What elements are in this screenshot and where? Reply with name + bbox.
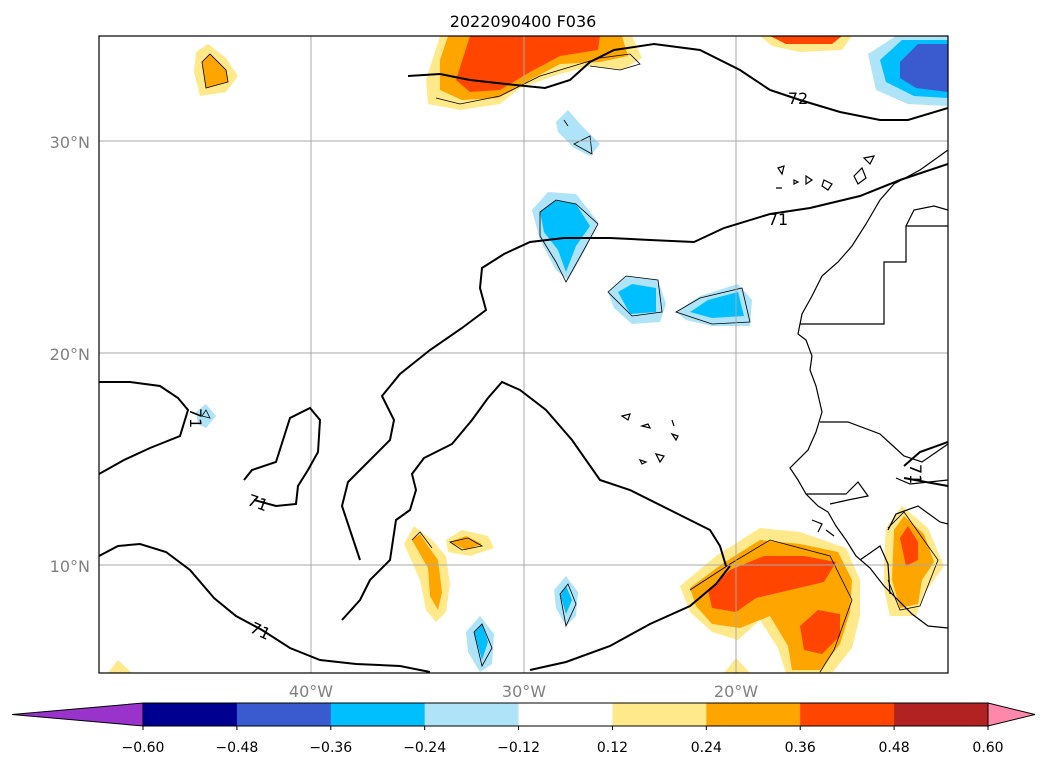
negative-anomaly-22n-b-core bbox=[690, 292, 744, 318]
colorbar-labels: −0.60 −0.48 −0.36 −0.24 −0.12 0.12 0.24 0.36 0.4… bbox=[122, 740, 1004, 756]
positive-anomaly-top-right-core bbox=[770, 36, 842, 44]
lon-label-40w: 40°W bbox=[289, 682, 333, 701]
colorbar-outline bbox=[142, 702, 989, 727]
colorbar-label: −0.12 bbox=[497, 740, 540, 756]
gridlines bbox=[99, 36, 948, 673]
africa-border-4 bbox=[806, 481, 870, 505]
isoline-71-main bbox=[340, 163, 948, 561]
colorbar-label: 0.24 bbox=[691, 740, 722, 756]
shading-outlines bbox=[201, 53, 939, 673]
positive-anomaly-bottom-mid bbox=[724, 658, 750, 673]
lat-label-10n: 10°N bbox=[50, 557, 90, 576]
isoline-71-east bbox=[903, 441, 948, 467]
map-panel: 72 71 71 71 71 71 30°N 20°N 10°N 40°W 30… bbox=[50, 35, 949, 701]
shaded-fields bbox=[108, 36, 948, 673]
colorbar-label: −0.48 bbox=[215, 740, 258, 756]
isolines bbox=[99, 42, 948, 673]
colorbar-label: −0.60 bbox=[122, 740, 165, 756]
lat-labels: 30°N 20°N 10°N bbox=[50, 133, 90, 576]
colorbar-box bbox=[143, 703, 238, 726]
isoline-71-east-2 bbox=[903, 477, 948, 487]
colorbar-extend-high bbox=[987, 702, 1036, 727]
contour-label-71-east: 71 bbox=[906, 464, 925, 484]
isoline-71-west bbox=[99, 381, 190, 475]
colorbar: −0.60 −0.48 −0.36 −0.24 −0.12 0.12 0.24 0.36 0.4… bbox=[11, 702, 1036, 756]
colorbar-label: 0.48 bbox=[879, 740, 910, 756]
contour-label-71-far-west: 71 bbox=[186, 408, 205, 428]
isoline-71-blob bbox=[243, 406, 322, 508]
positive-anomaly-32w-core bbox=[450, 536, 482, 550]
africa-guinea-coast bbox=[811, 519, 835, 537]
contour-label-72: 72 bbox=[788, 89, 808, 108]
lon-label-20w: 20°W bbox=[714, 682, 758, 701]
positive-anomaly-east-coast-core bbox=[900, 526, 918, 566]
negative-anomaly-22n-a-core bbox=[618, 284, 656, 314]
lat-label-20n: 20°N bbox=[50, 345, 90, 364]
colorbar-boxes bbox=[11, 702, 1036, 727]
africa-border-1 bbox=[800, 225, 948, 325]
colorbar-box bbox=[330, 703, 426, 726]
isoline-71-north bbox=[341, 380, 727, 621]
colorbar-box bbox=[518, 703, 613, 726]
negative-anomaly-top-right-core bbox=[900, 44, 948, 92]
isoline-71-south bbox=[99, 542, 431, 673]
map-frame bbox=[98, 35, 949, 674]
positive-anomaly-34w-core bbox=[412, 534, 442, 610]
figure-title: 2022090400 F036 bbox=[450, 12, 597, 31]
positive-anomaly-top-left-core bbox=[202, 54, 228, 88]
colorbar-extend-low bbox=[11, 702, 144, 727]
colorbar-box bbox=[894, 703, 989, 726]
africa-border-6 bbox=[895, 477, 948, 485]
africa-border-7 bbox=[859, 545, 891, 595]
africa-border-3 bbox=[820, 421, 948, 463]
negative-anomaly-28w-core bbox=[560, 586, 572, 614]
colorbar-label: 0.60 bbox=[972, 740, 1003, 756]
positive-anomaly-bottom-left bbox=[108, 660, 132, 673]
colorbar-box bbox=[800, 703, 895, 726]
colorbar-box bbox=[424, 703, 520, 726]
canary-islands bbox=[776, 155, 876, 191]
africa-border-2 bbox=[905, 205, 948, 227]
colorbar-label: −0.36 bbox=[309, 740, 352, 756]
africa-coastline bbox=[789, 149, 948, 629]
lon-labels: 40°W 30°W 20°W bbox=[289, 682, 758, 701]
isoline-71-southeast bbox=[529, 565, 731, 671]
coastlines bbox=[620, 149, 948, 629]
africa-border-5 bbox=[887, 505, 948, 531]
colorbar-label: 0.36 bbox=[785, 740, 816, 756]
positive-anomaly-southeast-core bbox=[708, 556, 836, 612]
isoline-72 bbox=[407, 42, 948, 121]
colorbar-box bbox=[236, 703, 332, 726]
colorbar-box bbox=[612, 703, 707, 726]
negative-anomaly-center-top bbox=[556, 110, 600, 156]
negative-anomaly-32w-south-core bbox=[474, 624, 488, 660]
cape-verde-islands bbox=[620, 413, 679, 465]
lat-label-30n: 30°N bbox=[50, 133, 90, 152]
colorbar-ticks bbox=[142, 726, 989, 730]
colorbar-label: −0.24 bbox=[403, 740, 446, 756]
positive-anomaly-southeast-core2 bbox=[800, 610, 840, 654]
colorbar-box bbox=[706, 703, 801, 726]
lon-label-30w: 30°W bbox=[502, 682, 546, 701]
colorbar-label: 0.12 bbox=[597, 740, 628, 756]
contour-label-71-north: 71 bbox=[768, 210, 788, 229]
negative-anomaly-west bbox=[196, 404, 216, 428]
negative-anomaly-26n-core bbox=[540, 200, 590, 272]
positive-anomaly-top-center-core bbox=[456, 36, 600, 92]
